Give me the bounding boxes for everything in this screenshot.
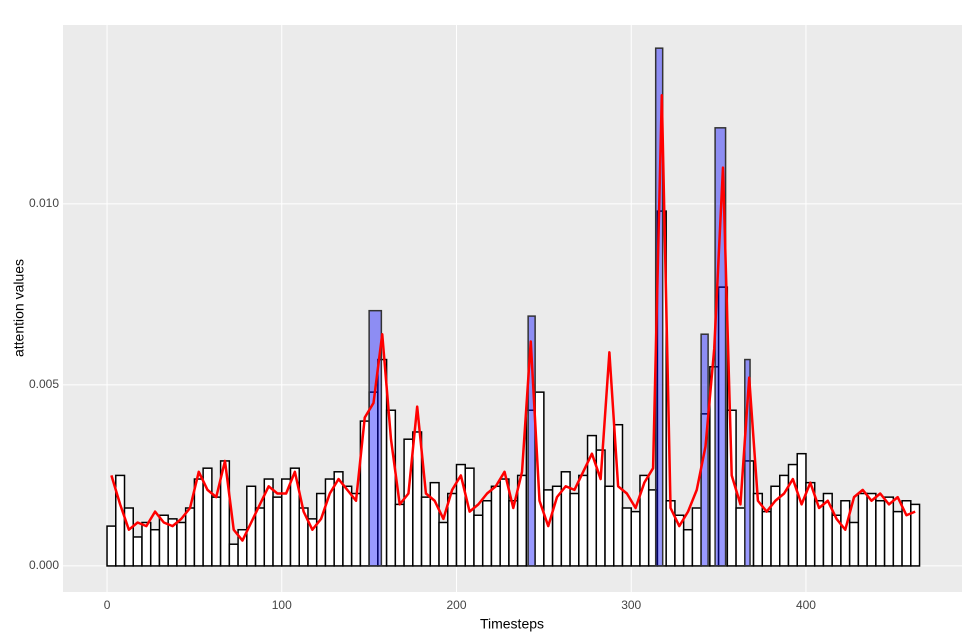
bar: [875, 500, 886, 567]
bar: [228, 543, 239, 567]
bar: [578, 474, 589, 567]
bar: [691, 507, 702, 567]
bar: [211, 496, 222, 567]
bar: [613, 423, 624, 567]
x-tick-label: 400: [796, 598, 816, 612]
bar: [735, 507, 746, 567]
bar: [342, 485, 353, 567]
bar: [682, 528, 694, 567]
x-tick-label: 100: [272, 598, 292, 612]
bar: [385, 409, 397, 567]
bar: [149, 528, 161, 567]
bar: [761, 510, 772, 567]
bar: [315, 492, 327, 567]
bar: [621, 507, 632, 567]
bar: [123, 507, 134, 567]
bar: [176, 521, 187, 567]
highlight-bar: [744, 358, 751, 567]
bar: [813, 500, 825, 567]
y-tick-label: 0.005: [29, 377, 59, 391]
bar: [848, 521, 860, 567]
bar: [193, 478, 204, 567]
bar: [254, 507, 266, 567]
bar: [464, 467, 475, 567]
bar: [115, 474, 126, 567]
bar: [857, 492, 868, 567]
bar: [132, 536, 143, 567]
bar: [630, 510, 641, 567]
bar: [481, 500, 493, 567]
bar: [272, 496, 283, 567]
bar: [883, 496, 895, 567]
x-tick-label: 0: [104, 598, 111, 612]
x-tick-label: 200: [446, 598, 466, 612]
bar: [796, 452, 807, 567]
y-axis-title: attention values: [11, 259, 27, 357]
y-tick-label: 0.010: [29, 196, 59, 210]
bar: [473, 514, 484, 567]
y-tick-label: 0.000: [29, 558, 59, 572]
bar: [412, 431, 423, 567]
bar: [892, 510, 903, 567]
bar: [429, 481, 440, 567]
x-tick-label: 300: [621, 598, 641, 612]
bar: [350, 492, 362, 567]
bar: [910, 503, 921, 567]
attention-line: [110, 93, 916, 542]
bar: [543, 489, 554, 567]
bar: [420, 496, 432, 567]
bar: [447, 492, 458, 567]
bar: [141, 521, 152, 567]
bar: [184, 507, 196, 567]
bar: [490, 485, 501, 567]
bar: [508, 500, 519, 567]
bar: [106, 525, 117, 567]
bar: [499, 478, 510, 567]
bar: [438, 521, 449, 567]
bar: [604, 485, 615, 567]
bar: [569, 492, 580, 567]
bar: [394, 503, 405, 567]
bar: [866, 492, 877, 567]
x-axis-title: Timesteps: [480, 616, 544, 632]
bar: [840, 500, 851, 567]
